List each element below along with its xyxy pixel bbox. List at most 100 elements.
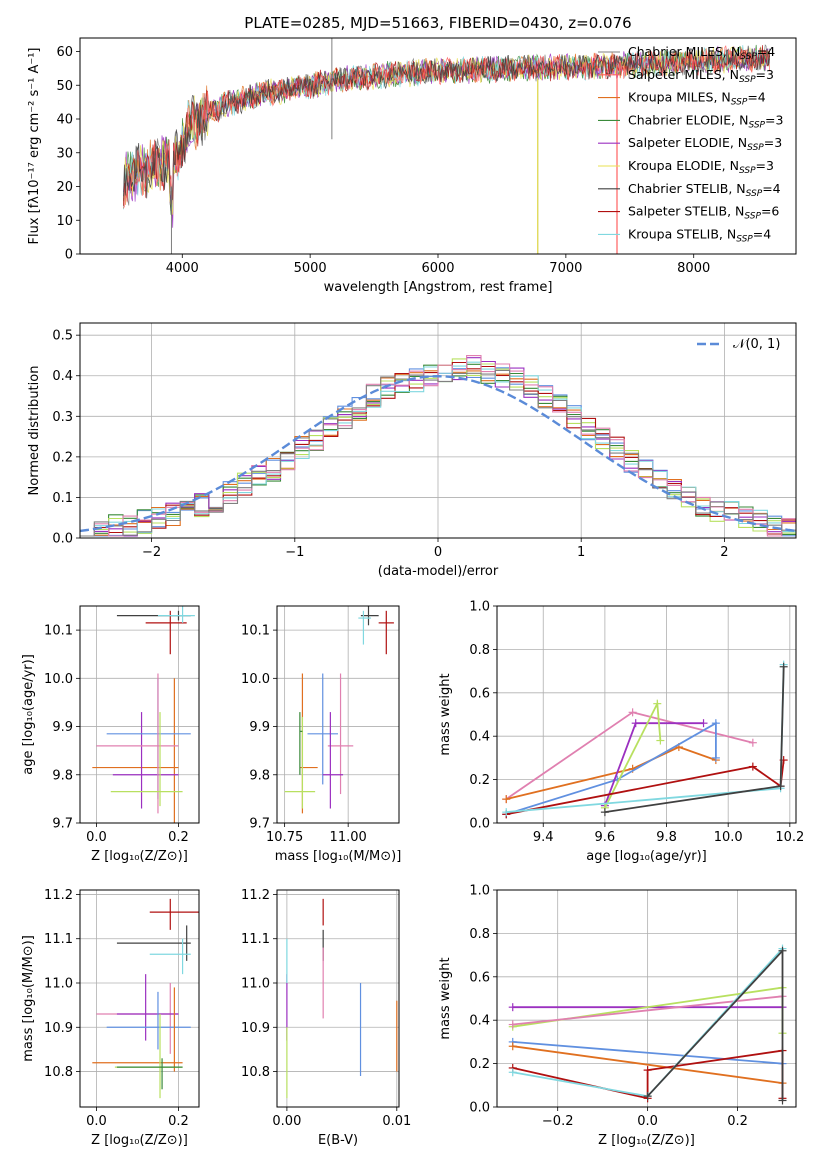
y-tick-label: 11.1 (44, 932, 73, 947)
legend-entry: 𝒩(0, 1) (733, 337, 780, 352)
y-tick-label: 0.2 (52, 450, 73, 465)
panel-mass-vs-Z: 0.0 0.2 10.8 10.9 11.0 11.1 11.2 Z [log₁₀(Z/Z⊙)… (21, 888, 200, 1148)
y-tick-label: 10.1 (44, 624, 73, 639)
y-tick-label: 0.0 (469, 1101, 490, 1116)
y-axis-label: Flux [fλ10⁻¹⁷ erg cm⁻² s⁻¹ A⁻¹] (27, 48, 42, 245)
x-axis-label: Z [log₁₀(Z/Z⊙)] (598, 1133, 695, 1148)
axes-frame (79, 37, 797, 255)
y-axis-label: age [log₁₀(age/yr)] (21, 654, 36, 775)
series-line (604, 700, 662, 809)
plot-area (286, 898, 398, 1099)
y-tick-label: 0.4 (469, 1014, 490, 1029)
x-tick-label: 0.01 (382, 1114, 411, 1129)
x-tick-label: 0.0 (86, 830, 107, 845)
y-axis-label: Normed distribution (27, 366, 42, 496)
plot-area (92, 898, 199, 1099)
axes-frame (496, 889, 797, 1108)
x-tick-label: −1 (285, 545, 304, 560)
x-tick-label: 9.8 (656, 830, 677, 845)
legend-entry: Chabrier ELODIE, NSSP=3 (628, 112, 783, 130)
x-tick-label: 9.6 (595, 830, 616, 845)
x-tick-label: 0.2 (168, 830, 189, 845)
y-tick-label: 0.1 (52, 491, 73, 506)
x-tick-label: 0.0 (86, 1114, 107, 1129)
y-tick-label: 30 (56, 146, 73, 161)
legend-entry: Kroupa MILES, NSSP=4 (628, 90, 766, 108)
y-tick-label: 0.8 (469, 643, 490, 658)
y-tick-label: 10.0 (241, 672, 270, 687)
y-tick-label: 11.2 (241, 888, 270, 903)
axes-frame (79, 322, 797, 539)
panel-massweight-vs-age: 9.4 9.6 9.8 10.0 10.2 0.0 0.2 0.4 0.6 0.8 1.0 age [… (438, 600, 804, 865)
y-tick-label: 10.9 (241, 1021, 270, 1036)
legend-entry: Salpeter MILES, NSSP=3 (628, 67, 774, 85)
legend-entry: Kroupa STELIB, NSSP=4 (628, 226, 771, 244)
series-line (512, 995, 783, 1026)
series-line (506, 759, 785, 816)
y-tick-label: 0.4 (52, 369, 73, 384)
x-tick-label: 1 (577, 545, 585, 560)
y-tick-label: 0.6 (469, 970, 490, 985)
y-tick-label: 10.8 (44, 1065, 73, 1080)
spectrum-line (123, 45, 771, 209)
x-tick-label: 5000 (294, 261, 327, 276)
y-axis-label: mass [log₁₀(M/M⊙)] (21, 935, 36, 1062)
y-tick-label: 0.2 (469, 1057, 490, 1072)
x-axis-label: E(B-V) (318, 1133, 358, 1148)
y-tick-label: 0.0 (469, 817, 490, 832)
axes-frame (79, 889, 200, 1108)
plot-area (123, 38, 771, 254)
axes-frame (276, 889, 400, 1108)
normal-curve (80, 374, 796, 533)
y-tick-label: 9.9 (249, 720, 270, 735)
plot-area (284, 606, 394, 814)
axes-frame (276, 605, 400, 824)
histogram-step (80, 369, 796, 537)
x-tick-label: −2 (142, 545, 161, 560)
y-tick-label: 10.8 (241, 1065, 270, 1080)
x-axis-label: Z [log₁₀(Z/Z⊙)] (91, 1133, 188, 1148)
x-axis-label: Z [log₁₀(Z/Z⊙)] (91, 849, 188, 864)
x-tick-label: 0.00 (272, 1114, 301, 1129)
legend-entry: Salpeter STELIB, NSSP=6 (628, 204, 779, 222)
axes-frame (496, 605, 797, 824)
y-tick-label: 0.2 (469, 773, 490, 788)
y-axis-label: mass weight (438, 957, 453, 1039)
x-axis-label: age [log₁₀(age/yr)] (586, 849, 707, 864)
legend-entry: Salpeter ELODIE, NSSP=3 (628, 135, 782, 153)
x-axis-label: (data-model)/error (378, 564, 499, 579)
y-tick-label: 0.0 (52, 532, 73, 547)
x-tick-label: 0.2 (168, 1114, 189, 1129)
y-tick-label: 11.0 (44, 977, 73, 992)
plot-area (80, 355, 796, 537)
plot-area (92, 606, 195, 823)
panel-massweight-vs-Z: −0.2 0.0 0.2 0.0 0.2 0.4 0.6 0.8 1.0 Z [log₁₀(Z/Z… (438, 884, 797, 1148)
panel-residuals: −2 −1 0 1 2 0.0 0.1 0.2 0.3 0.4 0.5 (data-model)/er… (27, 322, 797, 579)
legend-entry: Kroupa ELODIE, NSSP=3 (628, 158, 774, 176)
y-axis-label: mass weight (438, 673, 453, 755)
y-tick-label: 10.1 (241, 624, 270, 639)
legend-entry: Chabrier STELIB, NSSP=4 (628, 181, 781, 199)
x-tick-label: 0.2 (727, 1114, 748, 1129)
x-tick-label: 0 (434, 545, 442, 560)
y-tick-label: 10.0 (44, 672, 73, 687)
x-tick-label: 6000 (421, 261, 454, 276)
figure-title: PLATE=0285, MJD=51663, FIBERID=0430, z=0… (244, 14, 631, 32)
series-line (505, 721, 717, 816)
x-axis-label: wavelength [Angstrom, rest frame] (324, 280, 553, 295)
y-tick-label: 50 (56, 79, 73, 94)
panel-mass-vs-EBV: 0.00 0.01 10.8 10.9 11.0 11.1 11.2 E(B-V) (241, 888, 411, 1148)
x-tick-label: 10.0 (714, 830, 743, 845)
x-tick-label: −0.2 (542, 1114, 574, 1129)
panel-age-vs-mass: 10.75 11.00 9.7 9.8 9.9 10.0 10.1 mass [log₁₀(M… (241, 605, 402, 864)
y-tick-label: 40 (56, 113, 73, 128)
x-tick-label: 0.0 (637, 1114, 658, 1129)
x-axis-label: mass [log₁₀(M/M⊙)] (275, 849, 402, 864)
y-tick-label: 10.9 (44, 1021, 73, 1036)
plot-area (502, 660, 788, 819)
x-tick-label: 4000 (166, 261, 199, 276)
y-tick-label: 0.8 (469, 927, 490, 942)
y-tick-label: 9.8 (52, 768, 73, 783)
series-line (512, 1041, 783, 1065)
x-tick-label: 8000 (677, 261, 710, 276)
